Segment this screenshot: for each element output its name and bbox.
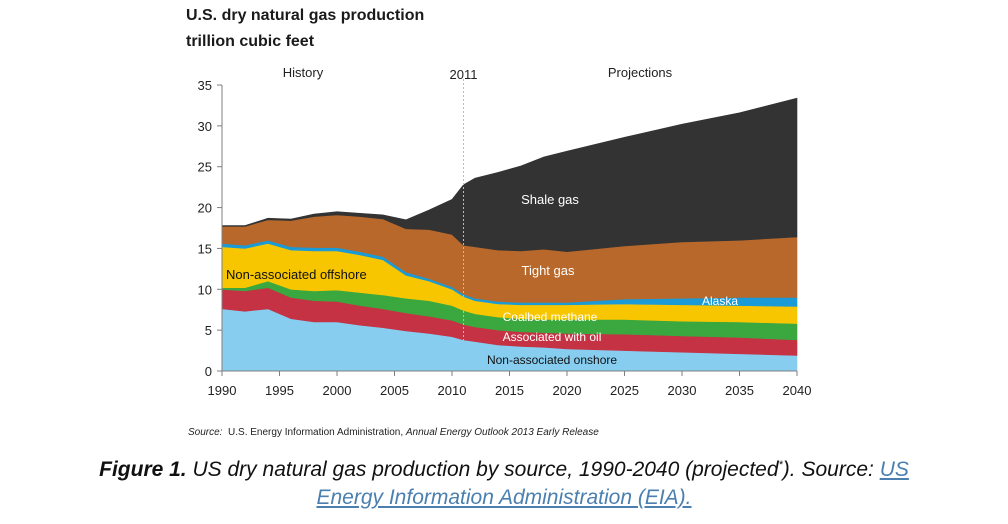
eia-link[interactable]: US: [879, 458, 909, 481]
x-tick-label: 2015: [495, 383, 524, 398]
x-tick-label: 2005: [380, 383, 409, 398]
x-tick-label: 2000: [323, 383, 352, 398]
y-tick-label: 30: [198, 119, 212, 134]
projections-label: Projections: [608, 65, 673, 80]
area-chart: 1990 1995 2000 2005 2010 2015 2020 2025 2030 2035…: [198, 65, 812, 398]
y-tick-label: 10: [198, 282, 212, 297]
x-tick-label: 2030: [668, 383, 697, 398]
eia-link-continued[interactable]: Energy Information Administration (EIA).: [316, 486, 692, 509]
y-tick-label: 20: [198, 201, 212, 216]
source-publication: Annual Energy Outlook 2013 Early Release: [405, 427, 599, 438]
x-tick-label: 1995: [265, 383, 294, 398]
tight-gas-label: Tight gas: [522, 263, 575, 278]
source-note: Source: U.S. Energy Information Administ…: [188, 427, 599, 438]
non-associated-offshore-label: Non-associated offshore: [226, 267, 367, 282]
figure-caption-line-2: Energy Information Administration (EIA).: [0, 484, 1008, 511]
chart-title: U.S. dry natural gas production: [186, 7, 425, 24]
divider-year-label: 2011: [450, 67, 478, 82]
x-tick-label: 2035: [725, 383, 754, 398]
x-tick-label: 2025: [610, 383, 639, 398]
x-tick-label: 2040: [783, 383, 812, 398]
figure-number: Figure 1.: [99, 458, 187, 481]
y-tick-label: 25: [198, 160, 212, 175]
alaska-label: Alaska: [702, 294, 738, 308]
y-tick-label: 35: [198, 78, 212, 93]
chart-ticks: 1990 1995 2000 2005 2010 2015 2020 2025 2030 2035…: [198, 78, 812, 398]
y-tick-label: 0: [205, 364, 212, 379]
source-org: U.S. Energy Information Administration,: [228, 427, 404, 438]
figure-caption: Figure 1. US dry natural gas production …: [0, 452, 1008, 483]
caption-text: US dry natural gas production by source,…: [192, 458, 779, 481]
caption-text-end: ). Source:: [782, 458, 874, 481]
chart-unit-label: trillion cubic feet: [186, 33, 315, 50]
source-prefix: Source:: [188, 427, 223, 438]
x-tick-label: 2020: [553, 383, 582, 398]
area-shale-gas: [221, 97, 798, 253]
coalbed-methane-label: Coalbed methane: [503, 310, 598, 324]
caption-marker: *: [778, 459, 783, 471]
history-label: History: [283, 65, 324, 80]
x-tick-label: 1990: [208, 383, 237, 398]
shale-gas-label: Shale gas: [521, 192, 579, 207]
chart-areas: [221, 97, 798, 372]
y-tick-label: 15: [198, 241, 212, 256]
x-tick-label: 2010: [438, 383, 467, 398]
non-associated-onshore-label: Non-associated onshore: [487, 353, 617, 367]
y-tick-label: 5: [205, 323, 212, 338]
associated-with-oil-label: Associated with oil: [503, 330, 602, 344]
